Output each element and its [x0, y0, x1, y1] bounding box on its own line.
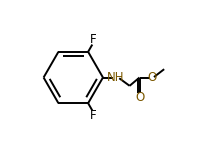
Text: F: F	[90, 109, 96, 122]
Text: O: O	[147, 71, 156, 84]
Text: F: F	[90, 33, 96, 46]
Text: O: O	[135, 91, 144, 104]
Text: NH: NH	[107, 71, 125, 84]
